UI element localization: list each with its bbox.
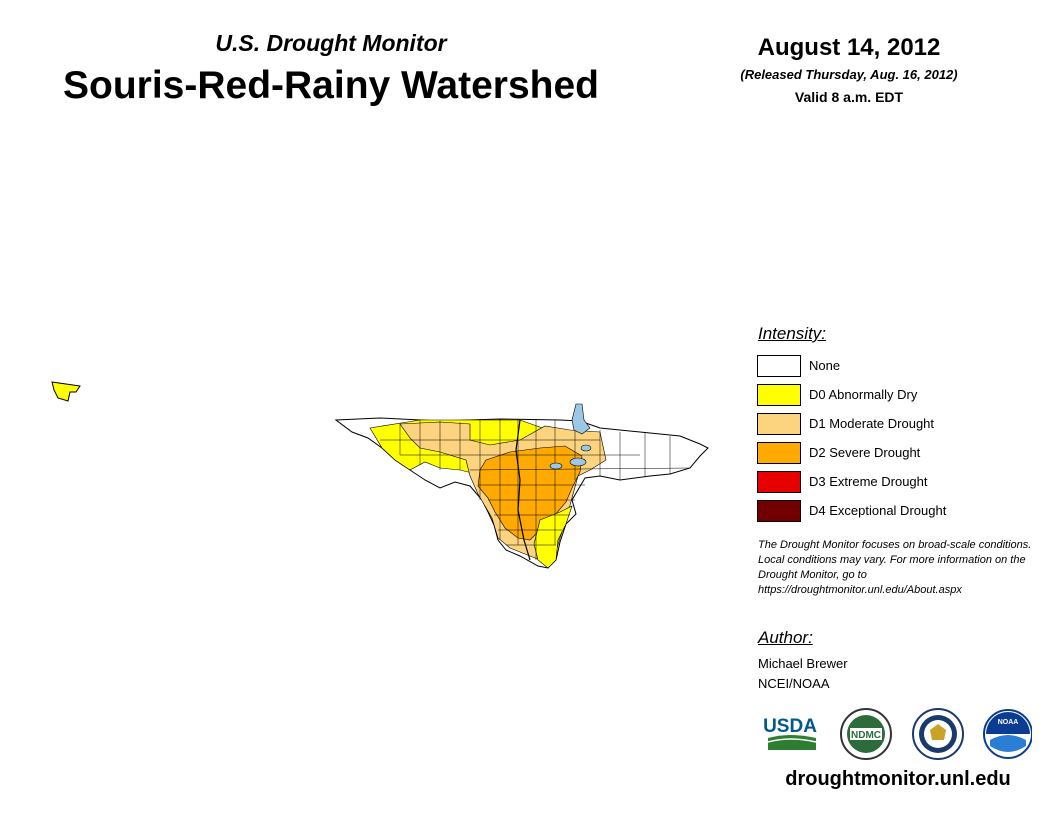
legend-label: D0 Abnormally Dry: [809, 387, 918, 402]
legend-label: D1 Moderate Drought: [809, 416, 935, 431]
commerce-seal: [912, 708, 964, 760]
author-name: Michael Brewer: [758, 656, 848, 671]
legend-label: None: [809, 358, 841, 373]
map-subtitle: U.S. Drought Monitor: [215, 30, 447, 56]
website-link[interactable]: droughtmonitor.unl.edu: [785, 768, 1011, 790]
region-d2: [477, 445, 583, 541]
legend-swatch: [757, 500, 801, 522]
legend-swatch: [757, 355, 801, 377]
author-org: NCEI/NOAA: [758, 676, 830, 691]
region-detached-west: [51, 381, 81, 402]
lakes: [549, 403, 592, 470]
map-title: Souris-Red-Rainy Watershed: [63, 64, 599, 107]
legend-label: D3 Extreme Drought: [809, 474, 928, 489]
red-river-line: [515, 419, 531, 561]
noaa-logo-text: NOAA: [998, 719, 1019, 726]
map-date: August 14, 2012: [757, 34, 941, 61]
legend-label: D4 Exceptional Drought: [809, 503, 947, 518]
valid-time: Valid 8 a.m. EDT: [794, 89, 904, 105]
drought-map: [51, 381, 709, 569]
legend-label: D2 Severe Drought: [809, 445, 921, 460]
legend-swatch: [757, 413, 801, 435]
ndmc-logo-text: NDMC: [851, 730, 881, 741]
legend-swatch: [757, 384, 801, 406]
legend-heading: Intensity:: [758, 324, 827, 343]
ndmc-logo: NDMC: [840, 708, 892, 760]
info-note: The Drought Monitor focuses on broad-sca…: [758, 539, 1032, 596]
release-date: (Released Thursday, Aug. 16, 2012): [740, 67, 958, 82]
noaa-logo: NOAA: [983, 709, 1032, 759]
usda-logo-text: USDA: [763, 716, 817, 737]
agency-logos: USDA NDMC NOAA: [763, 708, 1032, 760]
legend-swatch: [757, 471, 801, 493]
author-heading: Author:: [758, 628, 813, 647]
usda-logo: USDA: [763, 716, 817, 750]
legend-swatch: [757, 442, 801, 464]
county-boundaries: [380, 419, 691, 560]
